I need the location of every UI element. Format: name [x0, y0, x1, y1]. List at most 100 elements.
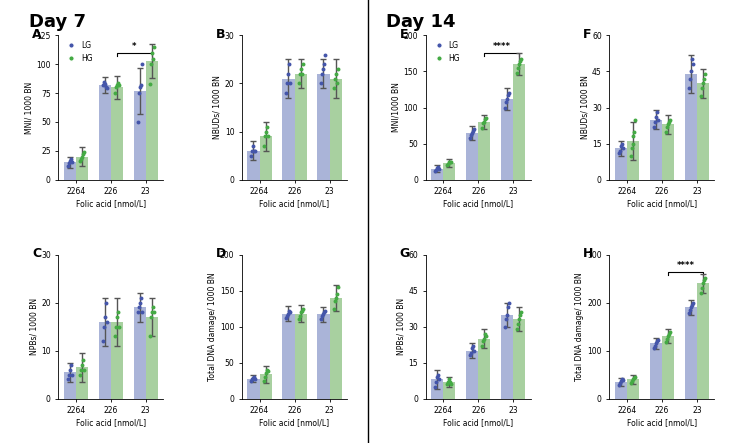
Point	[464, 352, 476, 359]
Bar	[627, 380, 639, 399]
X-axis label: Folic acid [nmol/L]: Folic acid [nmol/L]	[260, 418, 330, 427]
Bar	[282, 314, 295, 399]
Point	[295, 66, 306, 73]
Point	[650, 340, 662, 347]
Point	[249, 373, 260, 381]
Point	[465, 132, 477, 139]
Point	[480, 330, 491, 338]
Point	[74, 371, 86, 378]
Text: A: A	[32, 28, 42, 41]
Y-axis label: NPBs/ 1000 BN: NPBs/ 1000 BN	[29, 298, 38, 355]
Point	[319, 61, 330, 68]
Point	[329, 75, 340, 82]
Point	[316, 316, 327, 323]
Point	[76, 153, 87, 160]
Point	[685, 304, 697, 311]
Point	[661, 123, 673, 130]
Point	[63, 371, 74, 378]
Point	[651, 338, 663, 345]
Point	[319, 307, 331, 315]
Point	[297, 305, 308, 312]
Point	[699, 70, 711, 78]
Point	[502, 311, 513, 318]
Bar	[133, 91, 146, 179]
Bar	[615, 148, 627, 179]
Point	[500, 316, 512, 323]
Point	[260, 370, 271, 377]
Point	[65, 155, 77, 163]
Point	[319, 51, 331, 58]
Bar	[662, 124, 674, 179]
Point	[132, 309, 144, 316]
Bar	[466, 133, 478, 179]
Bar	[63, 162, 76, 179]
Point	[685, 68, 697, 75]
Point	[249, 147, 260, 154]
Text: E: E	[399, 28, 408, 41]
Point	[64, 158, 76, 165]
Point	[76, 361, 87, 369]
Point	[134, 299, 146, 306]
Point	[145, 314, 157, 321]
Bar	[685, 307, 697, 399]
Point	[293, 316, 305, 323]
Point	[329, 298, 340, 305]
Point	[443, 378, 454, 385]
Point	[328, 305, 340, 312]
Point	[695, 92, 707, 99]
Point	[445, 381, 457, 388]
Point	[625, 152, 637, 159]
Point	[62, 376, 74, 383]
Point	[261, 366, 273, 373]
Point	[429, 167, 441, 175]
Point	[628, 128, 640, 135]
Point	[503, 299, 515, 306]
Point	[111, 314, 122, 321]
Point	[97, 338, 109, 345]
Point	[686, 301, 698, 308]
X-axis label: Folic acid [nmol/L]: Folic acid [nmol/L]	[627, 199, 697, 208]
Bar	[627, 141, 639, 179]
Point	[515, 55, 527, 62]
Point	[684, 75, 695, 82]
Point	[133, 89, 144, 97]
Point	[136, 309, 147, 316]
Text: C: C	[32, 247, 42, 260]
Point	[445, 378, 456, 385]
Point	[284, 307, 295, 315]
Point	[513, 316, 525, 323]
Point	[110, 84, 122, 91]
Bar	[260, 136, 272, 179]
Point	[294, 70, 305, 78]
Bar	[501, 315, 513, 399]
Point	[626, 145, 638, 152]
Bar	[443, 163, 456, 179]
Point	[98, 78, 109, 85]
Point	[77, 357, 89, 364]
Point	[77, 151, 89, 158]
Point	[134, 84, 146, 91]
Point	[259, 133, 270, 140]
X-axis label: Folic acid [nmol/L]: Folic acid [nmol/L]	[76, 418, 146, 427]
Point	[246, 152, 257, 159]
Point	[698, 276, 710, 283]
Point	[281, 315, 292, 322]
Point	[283, 310, 295, 317]
Point	[109, 333, 121, 340]
Point	[650, 113, 662, 120]
Point	[443, 376, 455, 383]
Bar	[317, 315, 330, 399]
Point	[616, 140, 628, 147]
Point	[442, 162, 453, 169]
Point	[101, 85, 112, 92]
Point	[316, 70, 328, 78]
Bar	[330, 79, 342, 179]
Point	[135, 294, 147, 301]
Point	[284, 309, 296, 316]
Point	[63, 160, 74, 167]
Point	[515, 309, 527, 316]
Bar	[697, 284, 709, 399]
Point	[652, 116, 663, 123]
Point	[64, 366, 76, 373]
Point	[468, 347, 480, 354]
